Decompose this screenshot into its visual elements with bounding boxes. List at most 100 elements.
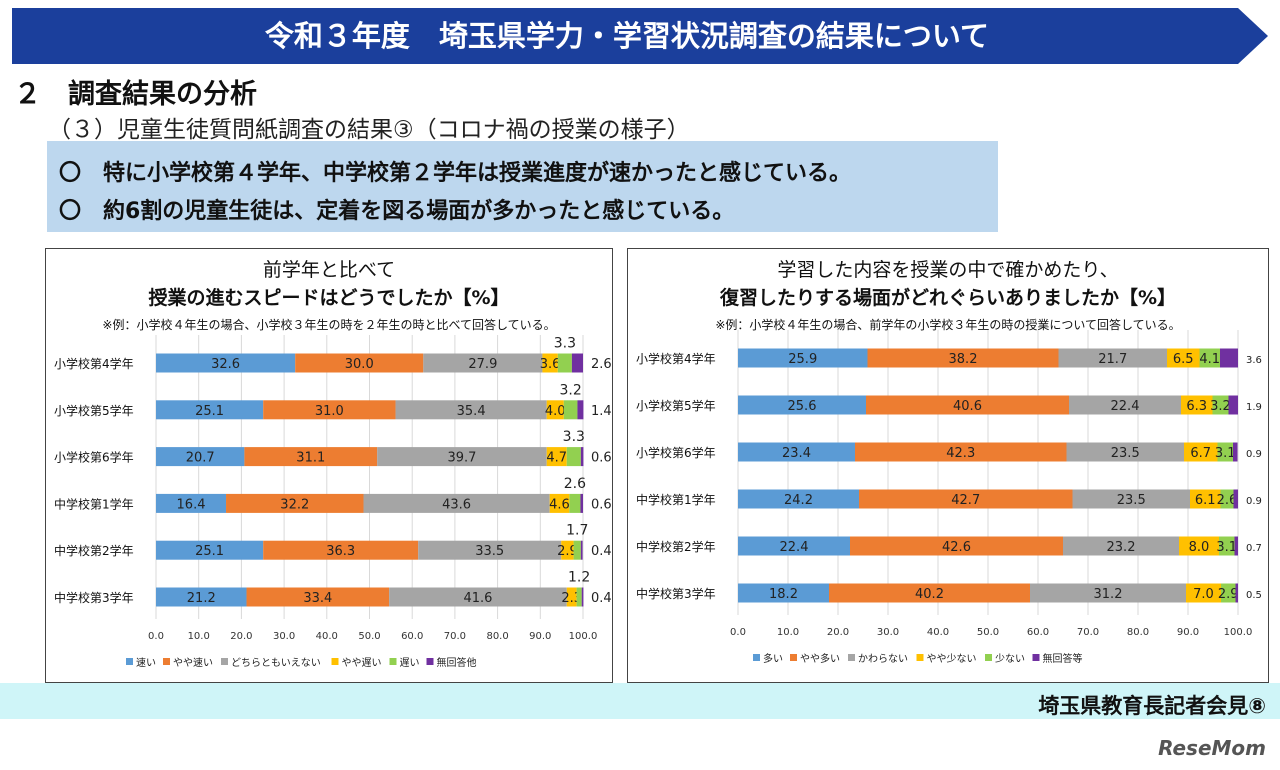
x-tick-label: 50.0: [358, 631, 380, 642]
category-label: 中学校第2学年: [54, 543, 134, 558]
chart-panel-review: 学習した内容を授業の中で確かめたり、 復習したりする場面がどれぐらいありましたか【…: [627, 248, 1269, 683]
legend-swatch: [426, 658, 434, 665]
bar-segment: [866, 395, 1069, 415]
legend-swatch: [331, 658, 339, 665]
bar-segment: [1190, 489, 1221, 509]
bar-segment: [1228, 395, 1238, 415]
data-label: 6.3: [1186, 399, 1207, 414]
x-tick-label: 100.0: [569, 631, 598, 642]
bar-segment: [156, 587, 247, 607]
data-label: 23.5: [1111, 446, 1140, 461]
data-label: 42.7: [951, 493, 980, 508]
legend-label: 無回答等: [1043, 652, 1083, 665]
bar-segment: [738, 489, 859, 509]
legend-swatch: [221, 658, 228, 665]
bar-segment: [156, 447, 245, 467]
data-label: 6.1: [1195, 493, 1216, 508]
data-label: 20.7: [186, 451, 215, 466]
data-label: 6.7: [1190, 446, 1211, 461]
data-label: 31.0: [315, 404, 344, 419]
legend-label: やや遅い: [342, 657, 382, 669]
data-label: 23.2: [1107, 540, 1136, 555]
data-label: 0.7: [1246, 543, 1262, 554]
x-tick-label: 90.0: [1177, 627, 1199, 638]
bar-segment: [423, 353, 543, 373]
x-tick-label: 60.0: [401, 631, 423, 642]
legend-label: 遅い: [400, 657, 420, 669]
legend-label: やや速い: [173, 657, 213, 669]
x-tick-label: 100.0: [1224, 627, 1253, 638]
data-label: 3.1: [1216, 540, 1237, 555]
bar-segment: [738, 442, 855, 462]
category-label: 小学校第6学年: [54, 450, 134, 465]
data-label: 2.9: [557, 544, 578, 559]
data-label: 3.3: [563, 429, 585, 445]
legend-label: どちらともいえない: [231, 657, 321, 669]
x-tick-label: 30.0: [877, 627, 899, 638]
bar-segment: [1212, 395, 1229, 415]
x-tick-label: 90.0: [529, 631, 551, 642]
chart-title: 授業の進むスピードはどうでしたか【%】: [148, 286, 509, 309]
x-tick-label: 10.0: [188, 631, 210, 642]
data-label: 3.1: [1215, 446, 1236, 461]
bar-segment: [576, 587, 582, 607]
page-title: 令和３年度 埼玉県学力・学習状況調査の結果について: [264, 19, 990, 53]
x-tick-label: 40.0: [927, 627, 949, 638]
data-label: 40.6: [953, 399, 982, 414]
summary-point: 〇 約6割の児童生徒は、定着を図る場面が多かったと感じている。: [59, 199, 735, 224]
bar-segment: [156, 493, 227, 513]
bar-segment: [1220, 489, 1234, 509]
bar-segment: [566, 587, 577, 607]
bar-segment: [867, 348, 1059, 368]
data-label: 1.9: [1246, 402, 1262, 413]
bar-segment: [546, 400, 564, 420]
chart-panel-speed: 前学年と比べて 授業の進むスピードはどうでしたか【%】 ※例：小学校４年生の場合、小…: [45, 248, 613, 683]
bar-segment: [1167, 348, 1200, 368]
bar-segment: [363, 493, 550, 513]
data-label: 40.2: [915, 587, 944, 602]
data-label: 0.9: [1246, 449, 1262, 460]
data-label: 2.6: [564, 476, 586, 492]
data-label: 0.5: [1246, 590, 1262, 601]
bar-segment: [738, 348, 868, 368]
data-label: 1.7: [566, 523, 588, 539]
bar-segment: [1179, 536, 1219, 556]
legend-label: 速い: [136, 657, 156, 669]
bar-segment: [377, 447, 547, 467]
bar-segment: [557, 353, 572, 373]
data-label: 4.7: [546, 451, 567, 466]
data-label: 7.0: [1193, 587, 1214, 602]
data-label: 25.1: [195, 404, 224, 419]
bar-segment: [855, 442, 1067, 462]
data-label: 27.9: [468, 357, 497, 372]
chart-note: ※例：小学校４年生の場合、小学校３年生の時を２年生の時と比べて回答している。: [102, 317, 555, 332]
data-label: 42.6: [942, 540, 971, 555]
data-label: 36.3: [326, 544, 355, 559]
section-heading: ２ 調査結果の分析: [14, 79, 257, 110]
chart-note: ※例：小学校４年生の場合、前学年の小学校３年生の時の授業について回答している。: [715, 317, 1180, 332]
data-label: 35.4: [457, 404, 486, 419]
category-label: 小学校第5学年: [636, 398, 716, 413]
bar-segment: [829, 583, 1030, 603]
legend-swatch: [916, 654, 924, 661]
x-tick-label: 70.0: [1077, 627, 1099, 638]
bar-segment: [549, 493, 570, 513]
data-label: 6.5: [1173, 352, 1194, 367]
bar-segment: [542, 353, 558, 373]
summary-box: 〇 特に小学校第４学年、中学校第２学年は授業進度が速かったと感じている。 〇 約…: [47, 141, 998, 232]
bar-segment: [263, 400, 396, 420]
resemom-logo: ReseMom: [1158, 736, 1266, 760]
bar-segment: [1072, 489, 1190, 509]
bar-segment: [1181, 395, 1213, 415]
x-tick-label: 80.0: [486, 631, 508, 642]
data-label: 42.3: [946, 446, 975, 461]
x-tick-label: 10.0: [777, 627, 799, 638]
data-label: 0.4: [591, 591, 612, 606]
bar-segment: [1217, 442, 1233, 462]
data-label: 22.4: [780, 540, 809, 555]
data-label: 2.6: [591, 357, 612, 372]
bar-segment: [156, 353, 296, 373]
data-label: 22.4: [1111, 399, 1140, 414]
bar-segment: [580, 540, 583, 560]
